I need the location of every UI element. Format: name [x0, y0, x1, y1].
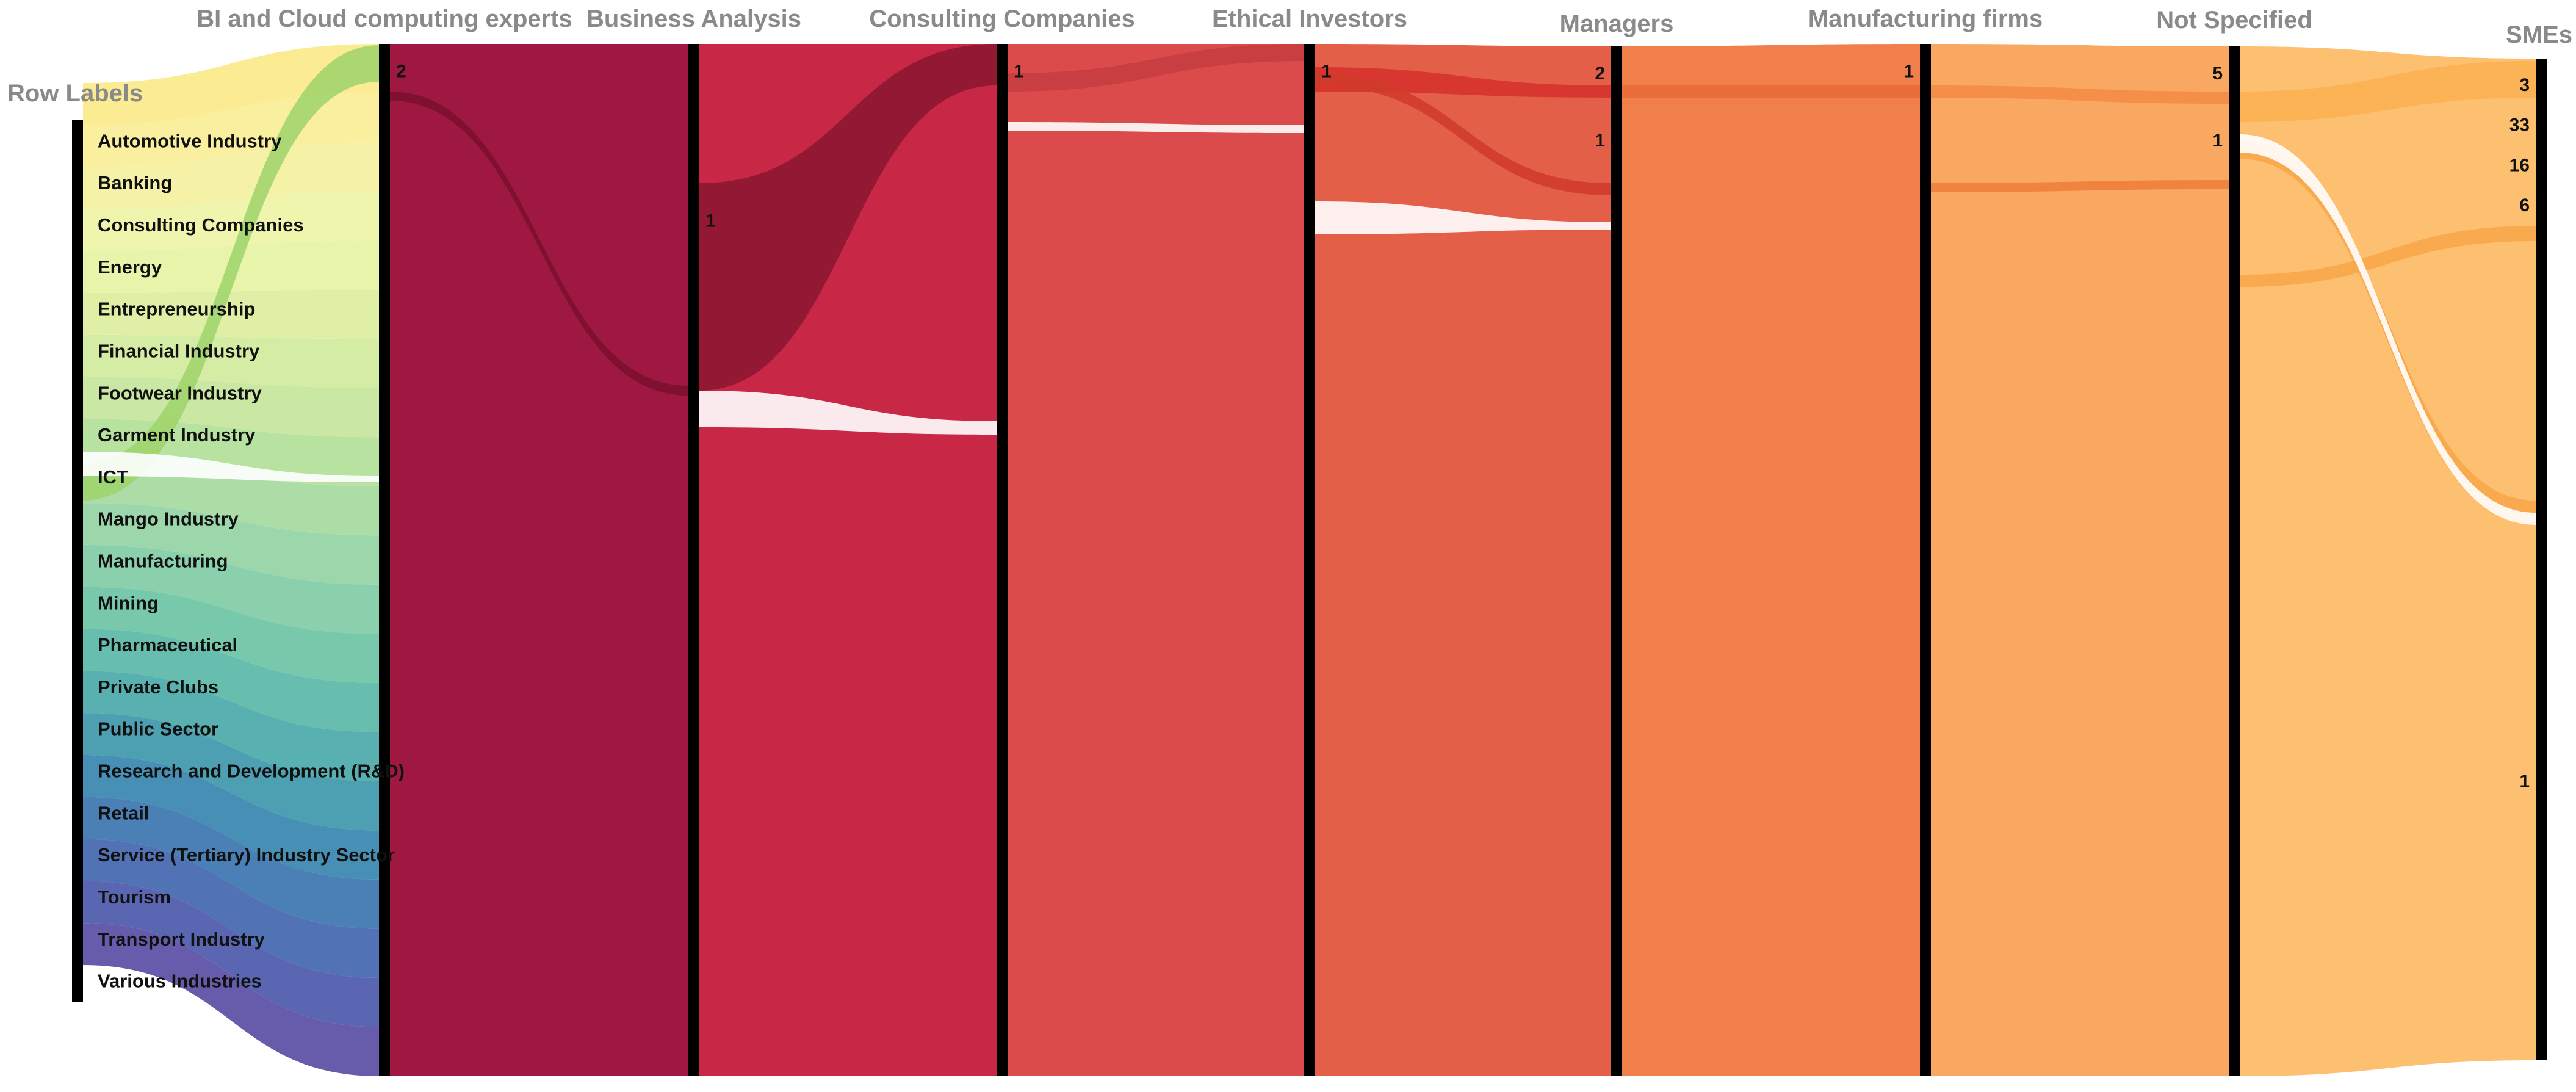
axis-bar [1611, 46, 1622, 1076]
label-layer: Row Labels BI and Cloud computing experts… [7, 5, 2572, 992]
category-label: Automotive Industry [98, 130, 282, 151]
category-label: Public Sector [98, 718, 218, 740]
segment-band [390, 44, 688, 1076]
highlight-ribbon [83, 45, 379, 501]
axis-header: Managers [1560, 10, 1674, 37]
category-label: Manufacturing [98, 551, 228, 572]
count-label: 1 [2212, 131, 2223, 151]
count-label: 1 [1014, 61, 1024, 81]
category-label: Retail [98, 802, 149, 823]
axis-bar [2536, 59, 2547, 1060]
axis-bar [1304, 44, 1315, 1076]
count-label: 16 [2509, 155, 2530, 175]
category-ribbon [83, 461, 379, 536]
cross-flow-ribbon [1931, 180, 2229, 192]
cross-flow-ribbon [2240, 226, 2536, 287]
axis-bar [2229, 46, 2240, 1076]
flow-gap [2240, 134, 2536, 525]
axis-header: Not Specified [2156, 7, 2312, 34]
category-ribbon [83, 797, 379, 929]
flow-gap [1008, 122, 1304, 133]
segment-band [1315, 44, 1611, 1076]
count-label: 1 [1321, 61, 1332, 81]
category-label: Mango Industry [98, 508, 239, 530]
category-ribbon [83, 289, 379, 339]
category-label: ICT [98, 466, 128, 488]
category-ribbon [83, 839, 379, 978]
count-label: 5 [2212, 63, 2223, 84]
category-ribbon [83, 629, 379, 732]
count-label: 3 [2519, 75, 2530, 95]
cross-flow-layer [83, 44, 2536, 525]
category-label: Various Industries [98, 971, 262, 992]
category-ribbon [83, 377, 379, 438]
axis-header: BI and Cloud computing experts [197, 5, 572, 32]
segment-band [1008, 44, 1304, 1076]
axis-header: Row Labels [7, 80, 143, 107]
axis-bar [379, 44, 390, 1076]
segment-band [1931, 44, 2229, 1076]
category-ribbon [83, 191, 379, 251]
category-label: Transport Industry [98, 928, 265, 950]
category-label: Research and Development (R&D) [98, 761, 405, 782]
axis-header: Ethical Investors [1212, 5, 1407, 32]
category-ribbon [83, 503, 379, 585]
category-label: Footwear Industry [98, 382, 262, 403]
band-layer [83, 44, 2536, 1076]
axis-bar [1920, 44, 1931, 1076]
axis-header: Consulting Companies [869, 5, 1135, 32]
count-label: 2 [396, 61, 406, 81]
category-label: Private Clubs [98, 676, 218, 698]
axis-bar [688, 44, 699, 1076]
count-label: 2 [1595, 63, 1605, 84]
axis-header: SMEs [2506, 21, 2572, 48]
category-ribbon [83, 544, 379, 634]
category-label: Pharmaceutical [98, 634, 237, 656]
count-label: 1 [1903, 61, 1914, 81]
axis-header: Manufacturing firms [1808, 5, 2043, 32]
category-ribbon [83, 587, 379, 683]
category-ribbon [83, 44, 379, 125]
category-label: Service (Tertiary) Industry Sector [98, 844, 395, 866]
segment-band [1622, 44, 1920, 1076]
axis-bar [997, 44, 1008, 1076]
count-label: 1 [2519, 772, 2530, 792]
axis-bar-layer [72, 44, 2547, 1076]
count-label: 1 [705, 211, 716, 231]
cross-flow-ribbon [699, 44, 997, 391]
count-label: 33 [2509, 115, 2530, 136]
count-label: 6 [2519, 195, 2530, 215]
category-ribbon [83, 754, 379, 880]
flow-gap [83, 452, 379, 482]
axis-header: Business Analysis [586, 5, 801, 32]
segment-band [2240, 46, 2536, 1076]
cross-flow-ribbon [1931, 85, 2229, 104]
category-label: Consulting Companies [98, 214, 304, 236]
category-label: Tourism [98, 886, 171, 908]
category-label: Mining [98, 592, 159, 613]
category-label: Banking [98, 172, 172, 193]
category-label: Financial Industry [98, 340, 260, 361]
cross-flow-ribbon [1315, 73, 1611, 195]
category-ribbon [83, 671, 379, 781]
category-ribbon [83, 923, 379, 1076]
category-label: Entrepreneurship [98, 298, 255, 320]
flow-gap [1315, 201, 1611, 234]
axis-bar [72, 120, 83, 1002]
category-ribbon [83, 713, 379, 831]
cross-flow-ribbon [2240, 61, 2536, 122]
cross-flow-ribbon [1008, 44, 1304, 92]
category-ribbon [83, 142, 379, 209]
cross-flow-ribbon [390, 92, 688, 396]
category-label: Energy [98, 256, 162, 278]
count-label: 1 [1595, 131, 1605, 151]
category-ribbon [83, 334, 379, 388]
category-label: Garment Industry [98, 424, 256, 446]
category-ribbon [83, 881, 379, 1027]
flow-gap [699, 391, 997, 435]
cross-flow-ribbon [1622, 85, 1920, 98]
